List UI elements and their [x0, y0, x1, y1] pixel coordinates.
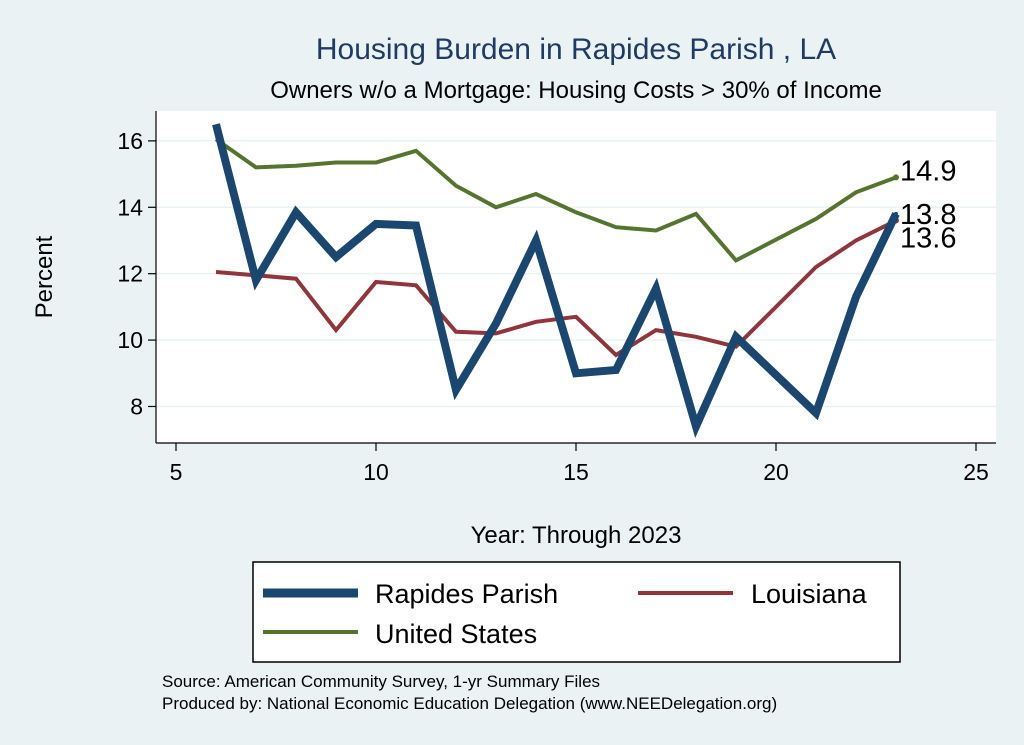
y-tick-label-8: 8: [130, 393, 143, 419]
y-tick-label-10: 10: [117, 327, 143, 353]
x-axis-label: Year: Through 2023: [471, 522, 682, 549]
x-tick-label-5: 5: [170, 459, 183, 485]
produced-note: Produced by: National Economic Education…: [162, 694, 777, 713]
series-line-united-states: [214, 137, 897, 263]
chart-subtitle: Owners w/o a Mortgage: Housing Costs > 3…: [270, 77, 882, 104]
end-label-louisiana: 13.6: [900, 223, 956, 255]
legend-label-united-states: United States: [375, 619, 537, 649]
axes: 8 10 12 14 16 5 10 15 20 25: [117, 111, 996, 485]
chart-title: Housing Burden in Rapides Parish , LA: [316, 33, 836, 66]
series-line-louisiana: [215, 218, 897, 358]
y-tick-label-14: 14: [117, 194, 143, 220]
x-tick-label-15: 15: [563, 459, 589, 485]
end-marker-united-states: [893, 174, 899, 181]
legend: Rapides Parish Louisiana United States: [252, 561, 901, 663]
x-tick-label-25: 25: [963, 459, 989, 485]
end-label-rapides-parish: 13.8: [900, 199, 956, 231]
x-tick-label-20: 20: [763, 459, 789, 485]
legend-box: [252, 561, 901, 663]
series: [212, 123, 900, 438]
legend-label-louisiana: Louisiana: [751, 579, 868, 609]
y-tick-label-16: 16: [117, 128, 143, 154]
y-axis-label: Percent: [31, 235, 58, 318]
legend-label-rapides-parish: Rapides Parish: [375, 579, 558, 609]
end-labels: 13.813.6 14.9: [900, 155, 956, 254]
end-marker-rapides-parish: [894, 211, 898, 216]
end-label-united-states: 14.9: [900, 155, 956, 187]
series-line-rapides-parish: [212, 123, 900, 438]
x-tick-label-10: 10: [363, 459, 389, 485]
y-tick-label-12: 12: [117, 261, 143, 287]
source-note: Source: American Community Survey, 1-yr …: [162, 672, 600, 691]
